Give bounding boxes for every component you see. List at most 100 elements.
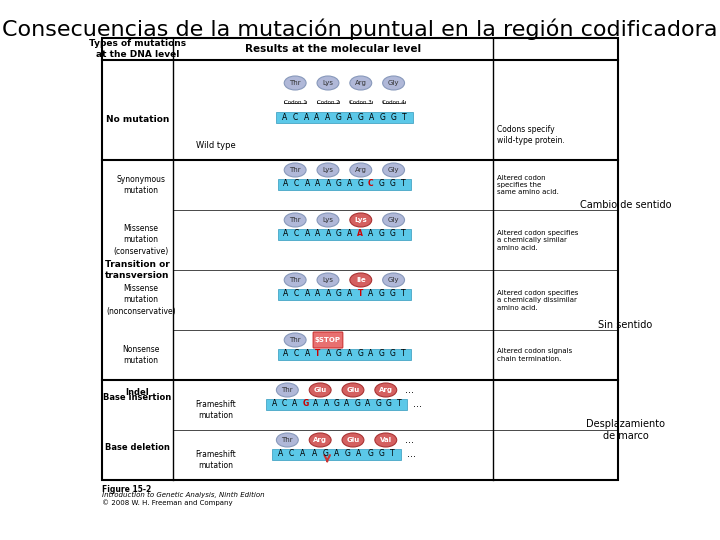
Text: G: G [390,230,395,239]
Text: Gly: Gly [388,167,400,173]
Ellipse shape [276,383,298,397]
Ellipse shape [350,213,372,227]
Text: A: A [283,230,289,239]
Ellipse shape [317,163,339,177]
Text: Altered codon
specifies the
same amino acid.: Altered codon specifies the same amino a… [497,174,559,195]
Text: Missense
mutation
(conservative): Missense mutation (conservative) [114,225,169,255]
Text: Arg: Arg [355,167,366,173]
Text: Thr: Thr [289,80,301,86]
Ellipse shape [276,433,298,447]
Text: A: A [303,112,309,122]
Text: Gly: Gly [388,277,400,283]
FancyBboxPatch shape [313,332,343,348]
Text: G: G [354,400,360,408]
Ellipse shape [284,273,306,287]
Text: Thr: Thr [289,167,301,173]
Text: A: A [315,112,320,122]
Text: A: A [283,179,289,188]
Bar [278,348,411,360]
Ellipse shape [284,76,306,90]
Text: Figure 15-2: Figure 15-2 [102,485,151,494]
Text: A: A [305,289,310,299]
Bar [276,111,413,123]
Text: C: C [368,179,374,188]
Text: Gly: Gly [388,217,400,223]
Text: Lys: Lys [323,277,333,283]
Text: C: C [289,449,294,458]
Text: A: A [323,400,329,408]
Text: G: G [336,230,342,239]
Text: G: G [391,112,397,122]
Text: A: A [369,230,374,239]
Text: T: T [400,230,405,239]
Text: $STOP: $STOP [315,337,341,343]
Text: T: T [390,449,395,458]
Bar [272,449,401,460]
Text: A: A [278,449,283,458]
Text: Frameshift
mutation: Frameshift mutation [195,450,236,470]
Text: T: T [400,289,405,299]
Text: G: G [386,400,392,408]
Text: G: G [336,179,342,188]
Ellipse shape [317,273,339,287]
Text: A: A [315,230,320,239]
Text: No mutation: No mutation [106,116,169,125]
Text: Glu: Glu [313,387,327,393]
Text: Types of mutations
at the DNA level: Types of mutations at the DNA level [89,38,186,59]
Text: G: G [345,449,351,458]
Text: G: G [357,179,364,188]
Ellipse shape [350,273,372,287]
Text: © 2008 W. H. Freeman and Company: © 2008 W. H. Freeman and Company [102,499,233,505]
Text: G: G [379,112,386,122]
Text: Cambio de sentido: Cambio de sentido [580,200,671,210]
Text: Ile: Ile [356,277,366,283]
Text: ...: ... [413,399,422,409]
Text: C: C [294,289,300,299]
Bar [278,288,411,300]
Bar [278,228,411,240]
Text: Val: Val [379,437,392,443]
Text: G: G [390,349,395,359]
Text: A: A [271,400,276,408]
Text: Missense
mutation
(nonconservative): Missense mutation (nonconservative) [107,285,176,315]
Text: Introduction to Genetic Analysis, Ninth Edition: Introduction to Genetic Analysis, Ninth … [102,492,265,498]
Text: G: G [375,400,381,408]
Text: A: A [326,349,331,359]
Text: C: C [292,112,298,122]
Text: Thr: Thr [282,437,293,443]
Text: A: A [300,449,305,458]
Text: C: C [282,400,287,408]
Ellipse shape [284,333,306,347]
Text: G: G [379,349,384,359]
Text: A: A [369,289,374,299]
Text: A: A [305,179,310,188]
Text: Codon 2: Codon 2 [317,100,339,105]
Text: T: T [315,349,320,359]
Ellipse shape [350,163,372,177]
Text: A: A [315,179,320,188]
Text: Altered codon specifies
a chemically dissimilar
amino acid.: Altered codon specifies a chemically dis… [497,289,578,310]
Text: A: A [312,449,317,458]
Text: Arg: Arg [313,437,327,443]
Text: G: G [336,112,342,122]
Text: A: A [344,400,350,408]
Ellipse shape [317,213,339,227]
Text: G: G [379,289,384,299]
Text: Thr: Thr [289,217,301,223]
Text: G: G [390,289,395,299]
Ellipse shape [382,213,405,227]
Text: Lys: Lys [354,217,367,223]
Text: A: A [347,230,352,239]
Text: Arg: Arg [355,80,366,86]
Ellipse shape [342,433,364,447]
Text: G: G [379,449,384,458]
Text: Lys: Lys [323,217,333,223]
Text: T: T [397,400,401,408]
Text: T: T [402,112,407,122]
Text: A: A [326,179,331,188]
Text: Consecuencias de la mutación puntual en la región codificadora: Consecuencias de la mutación puntual en … [2,18,718,39]
Text: A: A [347,112,353,122]
Text: G: G [333,400,340,408]
Text: A: A [313,400,318,408]
Ellipse shape [309,433,331,447]
